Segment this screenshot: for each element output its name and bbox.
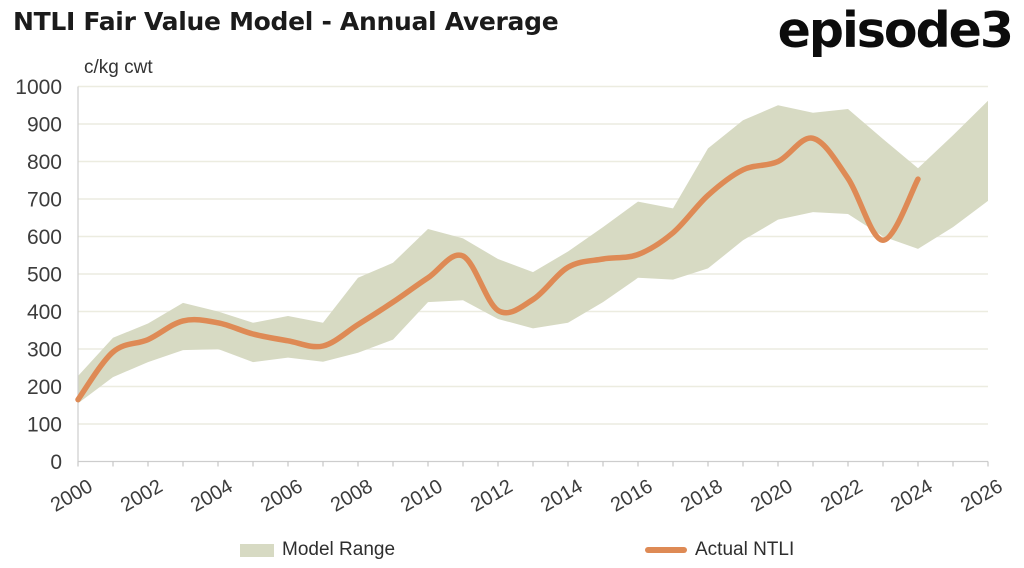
actual-ntli-label: Actual NTLI	[695, 539, 795, 560]
y-tick-label: 1000	[15, 76, 62, 99]
actual-ntli-swatch-icon	[645, 547, 687, 553]
legend-item-model-range: Model Range	[240, 538, 395, 562]
legend-item-actual-ntli: Actual NTLI	[645, 538, 794, 562]
x-tick-label: 2002	[117, 475, 167, 516]
axes	[77, 86, 989, 467]
chart-title: NTLI Fair Value Model - Annual Average	[13, 7, 559, 36]
x-axis-labels: 2000 2002 2004 2006 2008 2010 2012 2014 2016 2018…	[47, 475, 1007, 516]
y-tick-label: 300	[27, 339, 62, 362]
y-axis-unit-label: c/kg cwt	[84, 57, 153, 78]
y-tick-label: 500	[27, 264, 62, 287]
x-tick-label: 2008	[327, 475, 377, 516]
episode3-logo: episode3	[777, 2, 1014, 59]
model-range-band	[78, 100, 988, 404]
x-tick-label: 2016	[607, 475, 657, 516]
y-tick-label: 600	[27, 226, 62, 249]
x-tick-label: 2004	[187, 475, 237, 516]
actual-ntli-line	[75, 135, 921, 403]
x-tick-label: 2006	[257, 475, 307, 516]
model-range-swatch-icon	[240, 543, 274, 557]
x-tick-label: 2018	[677, 475, 727, 516]
y-tick-label: 100	[27, 414, 62, 437]
x-tick-label: 2026	[957, 475, 1007, 516]
x-tick-label: 2024	[887, 475, 937, 516]
y-tick-label: 900	[27, 114, 62, 137]
x-tick-label: 2020	[747, 475, 797, 516]
y-axis-labels: 0 100 200 300 400 500 600 700 800 900 1000	[15, 76, 62, 474]
x-tick-label: 2022	[817, 475, 867, 516]
y-tick-label: 400	[27, 301, 62, 324]
x-tick-label: 2000	[47, 475, 97, 516]
x-tick-label: 2010	[397, 475, 447, 516]
y-tick-label: 800	[27, 151, 62, 174]
y-tick-label: 200	[27, 376, 62, 399]
x-tick-label: 2014	[537, 475, 587, 516]
y-tick-label: 700	[27, 189, 62, 212]
chart-legend: Model Range Actual NTLI	[0, 538, 1024, 562]
model-range-label: Model Range	[282, 539, 396, 560]
y-tick-label: 0	[50, 451, 62, 474]
x-tick-label: 2012	[467, 475, 517, 516]
